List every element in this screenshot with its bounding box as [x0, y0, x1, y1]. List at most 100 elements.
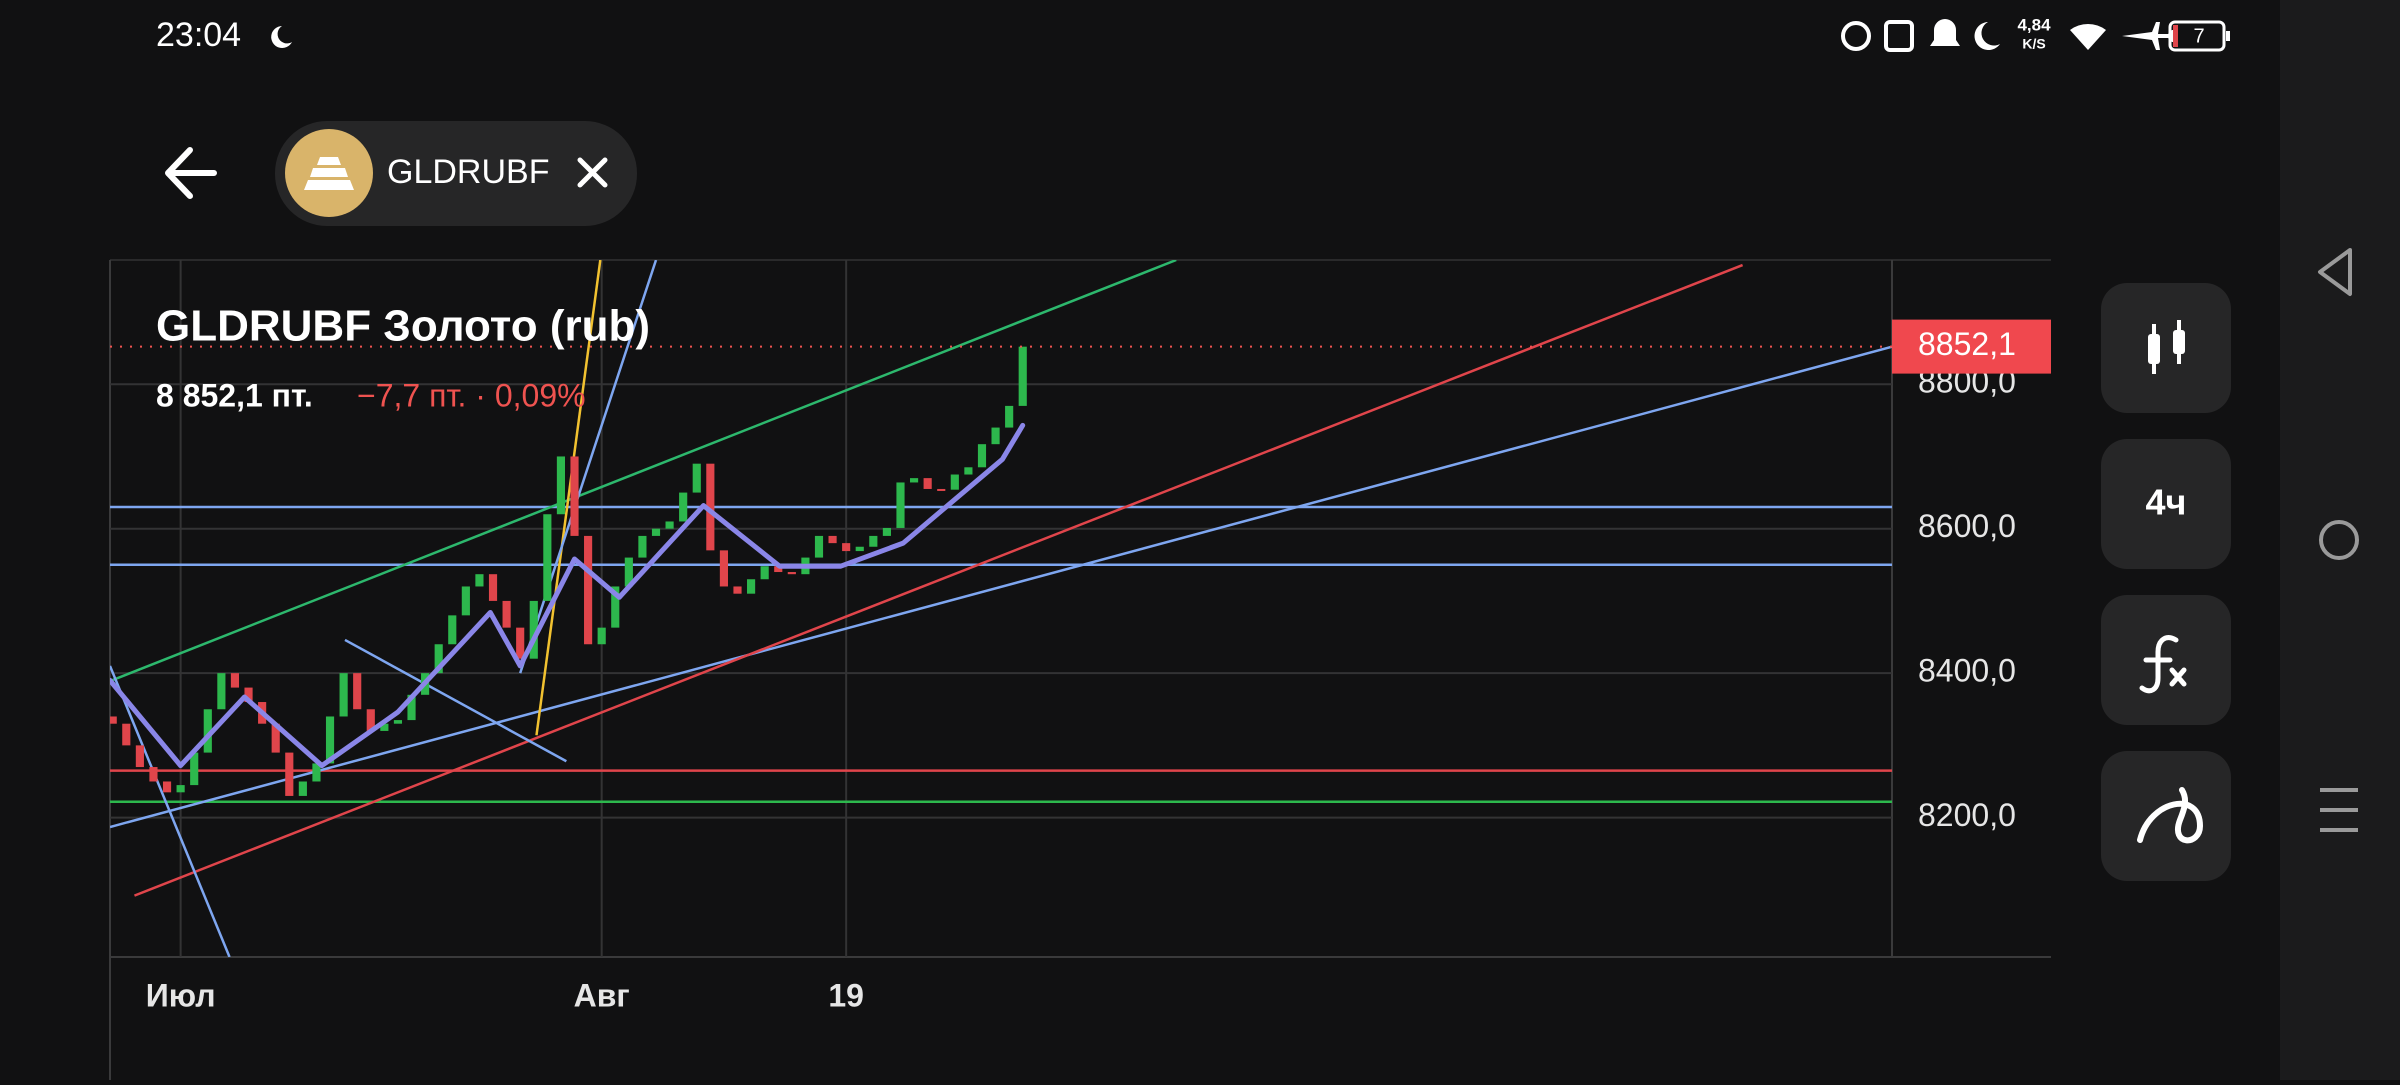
candle	[611, 586, 620, 628]
candle	[110, 716, 117, 724]
candle	[624, 557, 633, 587]
candle	[488, 574, 498, 601]
nav-back[interactable]	[2318, 248, 2352, 296]
candle	[230, 673, 240, 688]
y-tick-label: 8200,0	[1918, 797, 2016, 833]
candle	[1018, 346, 1027, 406]
y-tick-label: 8400,0	[1918, 653, 2016, 689]
trend-line	[518, 260, 658, 674]
battery-icon	[2168, 20, 2226, 52]
candle	[244, 687, 253, 703]
button-bg	[2101, 283, 2231, 413]
candle	[325, 716, 335, 764]
net-unit: K/S	[2022, 36, 2045, 52]
candle	[719, 550, 728, 587]
candle	[787, 572, 796, 575]
back-arrow	[165, 147, 217, 199]
button-bg	[2101, 751, 2231, 881]
candle	[991, 427, 1000, 445]
candle	[1005, 405, 1014, 428]
trend-line	[535, 260, 602, 736]
moon-icon	[271, 26, 292, 48]
candle	[434, 644, 443, 674]
candle	[285, 752, 294, 796]
candle	[774, 566, 783, 573]
alarm-icon	[1841, 21, 1871, 51]
interval: 4ч	[2146, 482, 2187, 523]
candle	[203, 709, 212, 753]
candle	[312, 763, 321, 782]
candle	[842, 543, 851, 552]
candle	[366, 709, 375, 731]
interval-button[interactable]: 4ч	[2101, 439, 2231, 569]
candle	[298, 781, 307, 796]
drawing-button[interactable]	[2101, 751, 2231, 881]
candle	[882, 527, 891, 536]
candle	[529, 600, 538, 659]
candle	[665, 521, 674, 529]
candle	[896, 482, 905, 528]
plot	[110, 260, 1892, 957]
candle	[339, 673, 348, 717]
wifi-icon	[2070, 23, 2106, 50]
battery-percent: 7	[2193, 25, 2204, 47]
x-tick-label: Авг	[574, 977, 630, 1013]
y-tick-label: 8600,0	[1918, 508, 2016, 544]
candle	[516, 627, 525, 659]
candle	[190, 752, 199, 786]
last-price-tag	[1892, 319, 2051, 374]
moving-average	[110, 422, 1026, 769]
nav-menu[interactable]	[2320, 788, 2358, 832]
mute-icon	[1930, 19, 1960, 46]
nav-home[interactable]	[2319, 520, 2359, 560]
trend-line	[344, 638, 567, 763]
candle	[122, 723, 131, 746]
candle	[353, 673, 362, 710]
x-tick-label: Июл	[146, 977, 216, 1013]
trend-line	[110, 345, 1892, 829]
candle	[651, 528, 661, 536]
candle	[584, 535, 593, 645]
battery-level	[2173, 25, 2178, 47]
ticker-chip[interactable]: GLDRUBF	[275, 121, 637, 226]
candle	[448, 615, 457, 645]
candle	[923, 478, 932, 489]
candle	[461, 586, 470, 616]
last-price-label: 8852,1	[1918, 326, 2016, 362]
airplane-icon	[2122, 22, 2175, 50]
candle	[706, 463, 715, 551]
close-chip[interactable]	[577, 157, 608, 188]
candle	[679, 492, 688, 522]
candle	[393, 720, 403, 724]
candle	[176, 785, 185, 793]
candle	[692, 463, 701, 493]
candle	[502, 600, 511, 628]
indicators-button[interactable]	[2101, 595, 2231, 725]
candle	[570, 456, 579, 536]
button-bg	[2101, 439, 2231, 569]
candle	[162, 781, 172, 793]
candle	[543, 514, 552, 601]
candle	[271, 723, 280, 753]
candle	[747, 579, 756, 594]
candle	[556, 456, 566, 515]
candle	[733, 586, 742, 594]
chart-type-button[interactable]	[2101, 283, 2231, 413]
nav-bar	[2280, 0, 2400, 1080]
candle	[407, 694, 416, 721]
trend-line	[110, 260, 1177, 683]
candle	[937, 488, 946, 491]
candle	[828, 535, 837, 544]
back-button[interactable]	[165, 147, 217, 199]
clock: 23:04	[156, 16, 241, 54]
price-change: −7,7 пт. · 0,09%	[357, 377, 586, 413]
ticker: GLDRUBF	[387, 153, 549, 191]
battery-tip	[2226, 31, 2230, 41]
x-tick-label: 19	[828, 977, 864, 1013]
chip-bg	[275, 121, 637, 226]
nfc-icon	[1884, 20, 1914, 52]
candle	[977, 444, 987, 468]
fx-icon	[2139, 635, 2187, 694]
